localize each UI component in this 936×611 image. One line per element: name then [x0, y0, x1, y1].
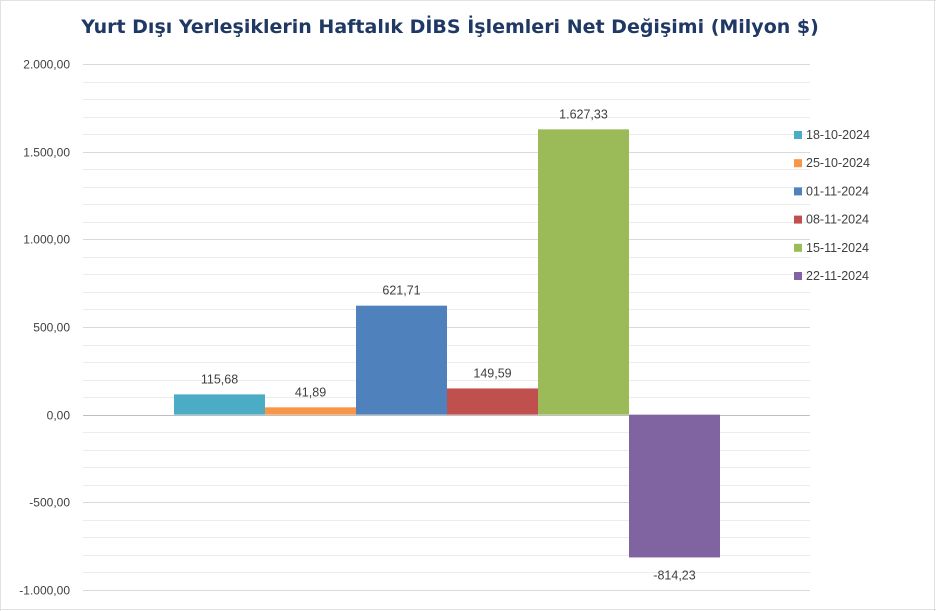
legend-label: 08-11-2024: [806, 213, 869, 227]
bar-15-11-2024: [538, 129, 629, 415]
data-labels: 115,68 41,89 621,71 149,59 1.627,33 -814,23: [201, 107, 696, 582]
legend-item: 25-10-2024: [794, 156, 870, 170]
y-tick-label: -1.000,00: [19, 584, 70, 598]
legend-swatch: [794, 187, 802, 196]
legend-item: 18-10-2024: [794, 128, 870, 142]
y-axis-tick-labels: 2.000,00 1.500,00 1.000,00 500,00 0,00 -500,0…: [19, 58, 70, 598]
legend-item: 15-11-2024: [794, 241, 869, 255]
legend-label: 01-11-2024: [806, 184, 869, 198]
y-tick-label: 2.000,00: [23, 58, 70, 72]
y-tick-label: 1.500,00: [23, 146, 70, 160]
data-label: -814,23: [653, 568, 695, 582]
chart-title: Yurt Dışı Yerleşiklerin Haftalık DİBS İş…: [81, 16, 819, 38]
legend-label: 18-10-2024: [806, 128, 870, 142]
data-label: 149,59: [473, 366, 511, 380]
data-label: 41,89: [295, 385, 326, 399]
legend-item: 22-11-2024: [794, 269, 869, 283]
bar-01-11-2024: [356, 305, 447, 415]
bar-22-11-2024: [629, 414, 720, 558]
legend-swatch: [794, 131, 802, 139]
legend-item: 08-11-2024: [794, 213, 869, 227]
legend-label: 25-10-2024: [806, 156, 870, 170]
legend-swatch: [794, 243, 802, 252]
bar-18-10-2024: [174, 394, 265, 415]
legend-swatch: [794, 215, 802, 224]
data-label: 115,68: [201, 372, 238, 386]
y-tick-label: 1.000,00: [23, 233, 70, 247]
y-tick-label: -500,00: [29, 496, 70, 510]
bar-08-11-2024: [447, 388, 538, 415]
bar-25-10-2024: [265, 407, 356, 415]
legend-label: 15-11-2024: [806, 241, 869, 255]
legend-swatch: [794, 272, 802, 280]
data-label: 1.627,33: [559, 107, 608, 121]
y-tick-label: 0,00: [47, 409, 71, 423]
data-label: 621,71: [382, 284, 420, 298]
legend-swatch: [794, 159, 802, 168]
bars: [174, 129, 720, 558]
legend-label: 22-11-2024: [806, 269, 869, 283]
legend: 18-10-2024 25-10-2024 01-11-2024 08-11-2024…: [794, 128, 870, 283]
legend-item: 01-11-2024: [794, 184, 869, 198]
y-tick-label: 500,00: [33, 321, 70, 335]
